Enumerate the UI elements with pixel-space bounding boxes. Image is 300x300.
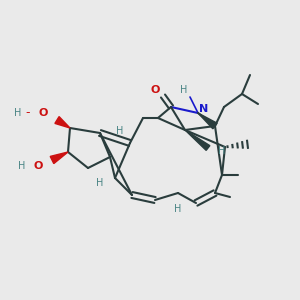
Text: H: H <box>180 85 188 95</box>
Polygon shape <box>185 130 210 150</box>
Text: N: N <box>200 104 208 114</box>
Text: H: H <box>96 178 104 188</box>
Text: H: H <box>116 126 124 136</box>
Polygon shape <box>55 117 70 128</box>
Text: H: H <box>218 146 226 156</box>
Polygon shape <box>50 152 68 164</box>
Polygon shape <box>198 113 217 129</box>
Text: O: O <box>150 85 160 95</box>
Text: O: O <box>33 161 43 171</box>
Text: H: H <box>174 204 182 214</box>
Text: H: H <box>14 108 22 118</box>
Text: O: O <box>38 108 48 118</box>
Text: -: - <box>26 106 30 119</box>
Text: H: H <box>18 161 26 171</box>
